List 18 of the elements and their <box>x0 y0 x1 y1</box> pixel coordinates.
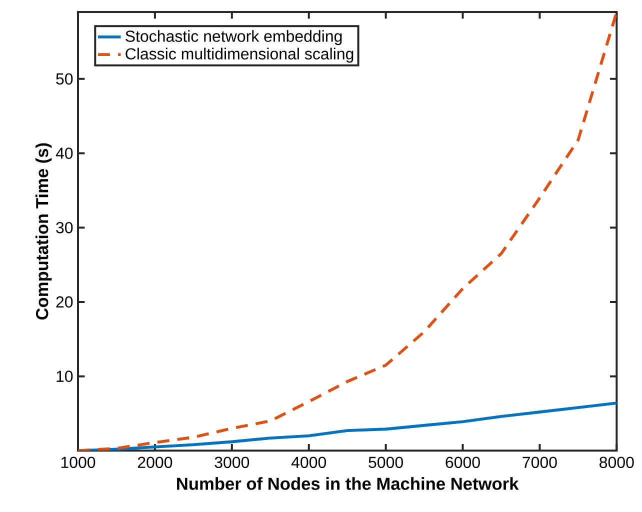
y-tick-label: 50 <box>56 73 73 85</box>
y-tick-label: 30 <box>56 222 73 234</box>
x-tick-label: 6000 <box>446 456 480 468</box>
y-axis-title: Computation Time (s) <box>36 143 52 320</box>
x-tick-label: 4000 <box>291 456 326 468</box>
y-tick-label: 40 <box>56 148 73 159</box>
legend-label: Stochastic network embedding <box>126 30 342 46</box>
y-tick-label: 20 <box>56 296 73 308</box>
x-axis-title: Number of Nodes in the Machine Network <box>177 477 519 490</box>
x-tick-label: 3000 <box>214 456 250 468</box>
x-tick-label: 1000 <box>61 456 96 468</box>
x-tick-label: 2000 <box>138 456 172 468</box>
x-tick-label: 8000 <box>600 456 634 468</box>
x-tick-label: 7000 <box>522 456 557 468</box>
x-tick-label: 5000 <box>368 456 403 468</box>
y-tick-label: 10 <box>56 370 73 382</box>
line-series <box>78 12 617 451</box>
legend-label: Classic multidimensional scaling <box>126 48 354 63</box>
